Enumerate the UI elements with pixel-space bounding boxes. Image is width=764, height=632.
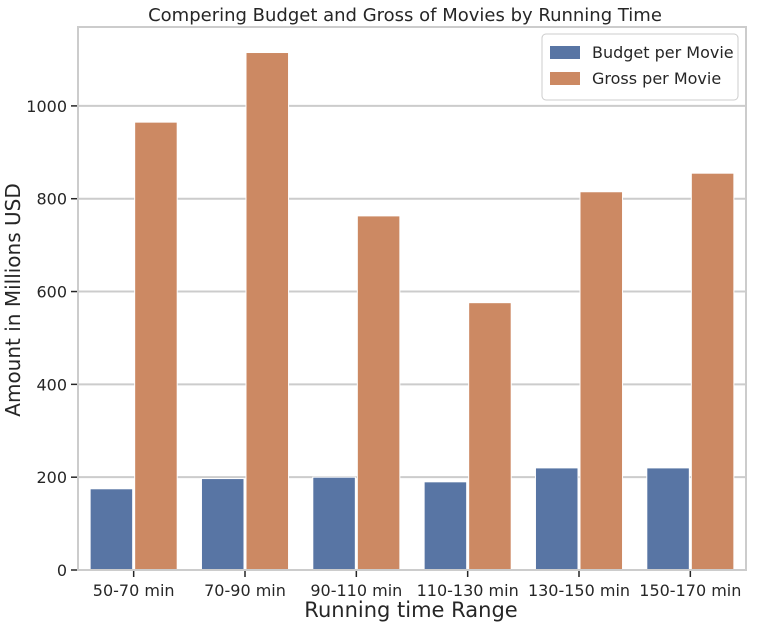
bar-gross <box>356 215 401 571</box>
bar-budget <box>646 467 690 571</box>
bar-gross <box>134 121 178 571</box>
grid <box>78 104 746 571</box>
chart-title: Compering Budget and Gross of Movies by … <box>148 5 662 26</box>
bar-budget <box>89 488 134 571</box>
x-tick-label: 90-110 min <box>310 581 402 600</box>
x-tick-label: 110-130 min <box>417 581 519 600</box>
y-tick-label: 200 <box>36 468 67 487</box>
x-tick-label: 130-150 min <box>528 581 630 600</box>
axes <box>71 26 747 577</box>
x-tick-label: 150-170 min <box>639 581 741 600</box>
bar-budget <box>312 476 356 571</box>
x-tick-label: 50-70 min <box>93 581 175 600</box>
y-tick-label: 600 <box>36 283 67 302</box>
bar-gross <box>468 302 512 571</box>
bar-budget <box>534 467 579 571</box>
bar-gross <box>690 172 735 571</box>
bar-budget <box>200 478 245 571</box>
plot-frame <box>77 26 747 571</box>
legend-label: Budget per Movie <box>592 43 734 62</box>
bar-gross <box>579 191 624 571</box>
tick-labels: 0 200 400 600 800 1000 50-70 min 70-90 min 90-11… <box>26 97 741 600</box>
bar-budget <box>423 481 468 571</box>
x-tick-label: 70-90 min <box>204 581 286 600</box>
x-axis-label: Running time Range <box>304 598 517 622</box>
y-tick-label: 800 <box>36 190 67 209</box>
bar-gross <box>245 52 290 571</box>
y-tick-label: 1000 <box>26 97 67 116</box>
legend-label: Gross per Movie <box>592 69 721 88</box>
y-tick-label: 0 <box>57 561 67 580</box>
legend-swatch <box>550 72 580 85</box>
bars <box>89 52 735 571</box>
y-tick-label: 400 <box>36 375 67 394</box>
legend-box <box>541 33 739 101</box>
y-axis-label: Amount in Millions USD <box>1 183 25 416</box>
legend: Budget per Movie Gross per Movie <box>541 33 739 101</box>
legend-swatch <box>550 46 580 59</box>
